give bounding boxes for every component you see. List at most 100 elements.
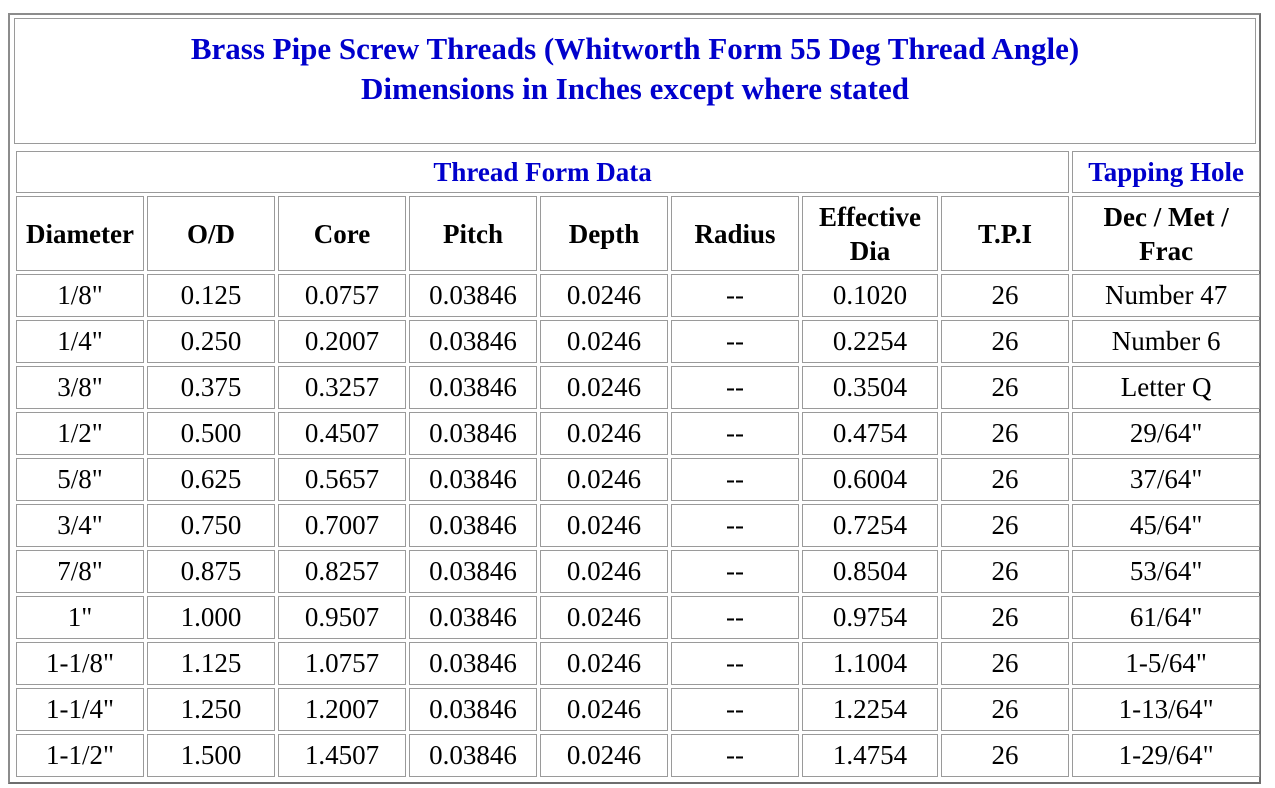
cell-od: 1.125 (147, 642, 275, 685)
table-row: 1/2" 0.500 0.4507 0.03846 0.0246 -- 0.47… (16, 412, 1261, 455)
cell-diameter: 1-1/8" (16, 642, 144, 685)
table-row: 1-1/4" 1.250 1.2007 0.03846 0.0246 -- 1.… (16, 688, 1261, 731)
cell-radius: -- (671, 458, 799, 501)
cell-diameter: 3/4" (16, 504, 144, 547)
thread-data-panel: Brass Pipe Screw Threads (Whitworth Form… (8, 13, 1261, 784)
cell-effective-dia: 0.2254 (802, 320, 938, 363)
cell-tapping-hole: 37/64" (1072, 458, 1261, 501)
cell-diameter: 1/4" (16, 320, 144, 363)
cell-diameter: 1-1/4" (16, 688, 144, 731)
cell-tapping-hole: 1-29/64" (1072, 734, 1261, 777)
cell-pitch: 0.03846 (409, 550, 537, 593)
col-header-effective-line2: Dia (849, 235, 891, 266)
cell-tpi: 26 (941, 366, 1070, 409)
cell-pitch: 0.03846 (409, 320, 537, 363)
cell-pitch: 0.03846 (409, 274, 537, 317)
cell-effective-dia: 1.4754 (802, 734, 938, 777)
cell-depth: 0.0246 (540, 734, 668, 777)
cell-od: 1.250 (147, 688, 275, 731)
cell-od: 0.500 (147, 412, 275, 455)
cell-core: 0.9507 (278, 596, 406, 639)
table-row: 1-1/8" 1.125 1.0757 0.03846 0.0246 -- 1.… (16, 642, 1261, 685)
cell-od: 0.125 (147, 274, 275, 317)
cell-tpi: 26 (941, 642, 1070, 685)
cell-radius: -- (671, 320, 799, 363)
col-header-effective-dia: Effective Dia (802, 196, 938, 271)
cell-tapping-hole: 1-5/64" (1072, 642, 1261, 685)
table-row: 1" 1.000 0.9507 0.03846 0.0246 -- 0.9754… (16, 596, 1261, 639)
cell-radius: -- (671, 642, 799, 685)
cell-pitch: 0.03846 (409, 734, 537, 777)
cell-tpi: 26 (941, 320, 1070, 363)
cell-depth: 0.0246 (540, 550, 668, 593)
cell-diameter: 5/8" (16, 458, 144, 501)
cell-diameter: 1-1/2" (16, 734, 144, 777)
cell-depth: 0.0246 (540, 274, 668, 317)
col-header-diameter: Diameter (16, 196, 144, 271)
cell-pitch: 0.03846 (409, 688, 537, 731)
cell-effective-dia: 1.2254 (802, 688, 938, 731)
cell-od: 0.625 (147, 458, 275, 501)
cell-diameter: 3/8" (16, 366, 144, 409)
cell-depth: 0.0246 (540, 366, 668, 409)
cell-od: 1.000 (147, 596, 275, 639)
cell-tapping-hole: 61/64" (1072, 596, 1261, 639)
cell-tpi: 26 (941, 734, 1070, 777)
cell-tapping-hole: 45/64" (1072, 504, 1261, 547)
cell-effective-dia: 0.9754 (802, 596, 938, 639)
col-header-tapping: Dec / Met / Frac (1072, 196, 1261, 271)
cell-radius: -- (671, 504, 799, 547)
title-box: Brass Pipe Screw Threads (Whitworth Form… (14, 18, 1256, 144)
cell-tapping-hole: Number 6 (1072, 320, 1261, 363)
cell-radius: -- (671, 550, 799, 593)
cell-tapping-hole: Letter Q (1072, 366, 1261, 409)
cell-core: 0.8257 (278, 550, 406, 593)
cell-radius: -- (671, 596, 799, 639)
cell-core: 0.2007 (278, 320, 406, 363)
cell-effective-dia: 1.1004 (802, 642, 938, 685)
cell-pitch: 0.03846 (409, 504, 537, 547)
col-header-pitch: Pitch (409, 196, 537, 271)
cell-od: 0.750 (147, 504, 275, 547)
cell-diameter: 1" (16, 596, 144, 639)
cell-tapping-hole: 1-13/64" (1072, 688, 1261, 731)
col-header-effective-line1: Effective (819, 201, 921, 232)
cell-depth: 0.0246 (540, 412, 668, 455)
table-row: 1-1/2" 1.500 1.4507 0.03846 0.0246 -- 1.… (16, 734, 1261, 777)
table-row: 3/4" 0.750 0.7007 0.03846 0.0246 -- 0.72… (16, 504, 1261, 547)
thread-form-data-header: Thread Form Data (16, 151, 1070, 193)
cell-core: 0.3257 (278, 366, 406, 409)
cell-effective-dia: 0.1020 (802, 274, 938, 317)
cell-tpi: 26 (941, 274, 1070, 317)
cell-tpi: 26 (941, 550, 1070, 593)
cell-tapping-hole: Number 47 (1072, 274, 1261, 317)
col-header-core: Core (278, 196, 406, 271)
cell-depth: 0.0246 (540, 642, 668, 685)
cell-pitch: 0.03846 (409, 642, 537, 685)
cell-radius: -- (671, 412, 799, 455)
cell-od: 0.875 (147, 550, 275, 593)
cell-od: 1.500 (147, 734, 275, 777)
cell-tpi: 26 (941, 688, 1070, 731)
cell-tpi: 26 (941, 596, 1070, 639)
cell-radius: -- (671, 734, 799, 777)
cell-od: 0.250 (147, 320, 275, 363)
col-header-od: O/D (147, 196, 275, 271)
table-row: 1/8" 0.125 0.0757 0.03846 0.0246 -- 0.10… (16, 274, 1261, 317)
cell-pitch: 0.03846 (409, 366, 537, 409)
cell-radius: -- (671, 274, 799, 317)
cell-radius: -- (671, 366, 799, 409)
tapping-hole-header: Tapping Hole (1072, 151, 1261, 193)
cell-pitch: 0.03846 (409, 458, 537, 501)
thread-table: Thread Form Data Tapping Hole Diameter O… (13, 148, 1263, 780)
cell-pitch: 0.03846 (409, 596, 537, 639)
table-row: 7/8" 0.875 0.8257 0.03846 0.0246 -- 0.85… (16, 550, 1261, 593)
table-row: 3/8" 0.375 0.3257 0.03846 0.0246 -- 0.35… (16, 366, 1261, 409)
cell-depth: 0.0246 (540, 458, 668, 501)
cell-tpi: 26 (941, 458, 1070, 501)
cell-diameter: 1/8" (16, 274, 144, 317)
cell-core: 1.2007 (278, 688, 406, 731)
cell-depth: 0.0246 (540, 596, 668, 639)
cell-depth: 0.0246 (540, 504, 668, 547)
cell-core: 0.5657 (278, 458, 406, 501)
